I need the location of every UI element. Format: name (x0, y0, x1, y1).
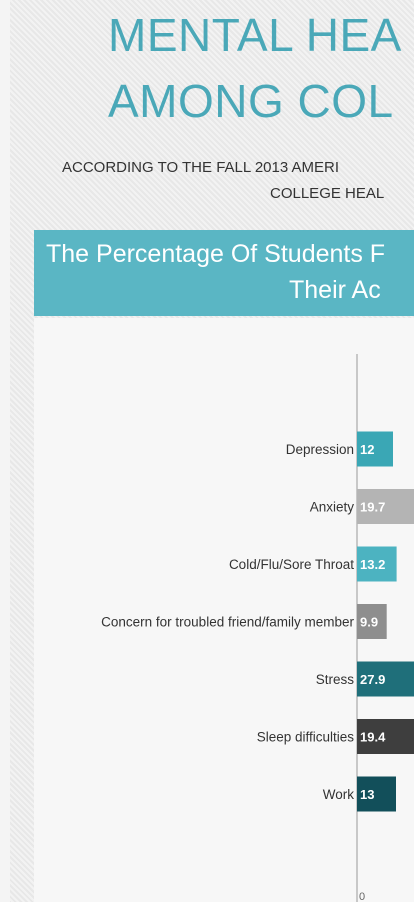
subtitle-line-2: COLLEGE HEAL (270, 185, 385, 202)
bar (357, 546, 397, 582)
category-label: Cold/Flu/Sore Throat (229, 557, 354, 572)
bar (357, 719, 414, 754)
category-label: Concern for troubled friend/family membe… (101, 615, 354, 630)
data-label: 19.7 (360, 500, 385, 515)
category-label: Depression (286, 442, 354, 457)
subtitle-line-1: ACCORDING TO THE FALL 2013 AMERI (62, 159, 340, 176)
bar (357, 776, 396, 812)
data-label: 19.4 (360, 730, 386, 745)
bar (357, 604, 387, 639)
data-label: 27.9 (360, 672, 385, 687)
page-title-line-1: MENTAL HEA (108, 9, 402, 61)
data-label: 13 (360, 787, 374, 802)
chart-area: Depression 12 Anxiety 19.7 Cold/Flu/Sore Thr… (34, 318, 414, 902)
page-title-line-2: AMONG COL (108, 75, 394, 127)
x-tick-label: 0 (359, 891, 365, 902)
category-label: Work (323, 787, 355, 802)
data-label: 9.9 (360, 615, 378, 630)
data-label: 12 (360, 442, 374, 457)
category-label: Anxiety (310, 500, 355, 515)
category-label: Sleep difficulties (257, 730, 355, 745)
bar (357, 489, 414, 524)
page-margin (0, 0, 10, 902)
bar-chart: Depression 12 Anxiety 19.7 Cold/Flu/Sore Thr… (101, 354, 414, 902)
chart-title-banner: The Percentage Of Students F Their Ac (34, 230, 414, 316)
chart-title-line-2: Their Ac (289, 276, 381, 304)
chart-title-line-1: The Percentage Of Students F (46, 240, 386, 268)
bar (357, 431, 393, 467)
data-label: 13.2 (360, 557, 385, 572)
category-label: Stress (316, 672, 355, 687)
bar (357, 661, 414, 697)
